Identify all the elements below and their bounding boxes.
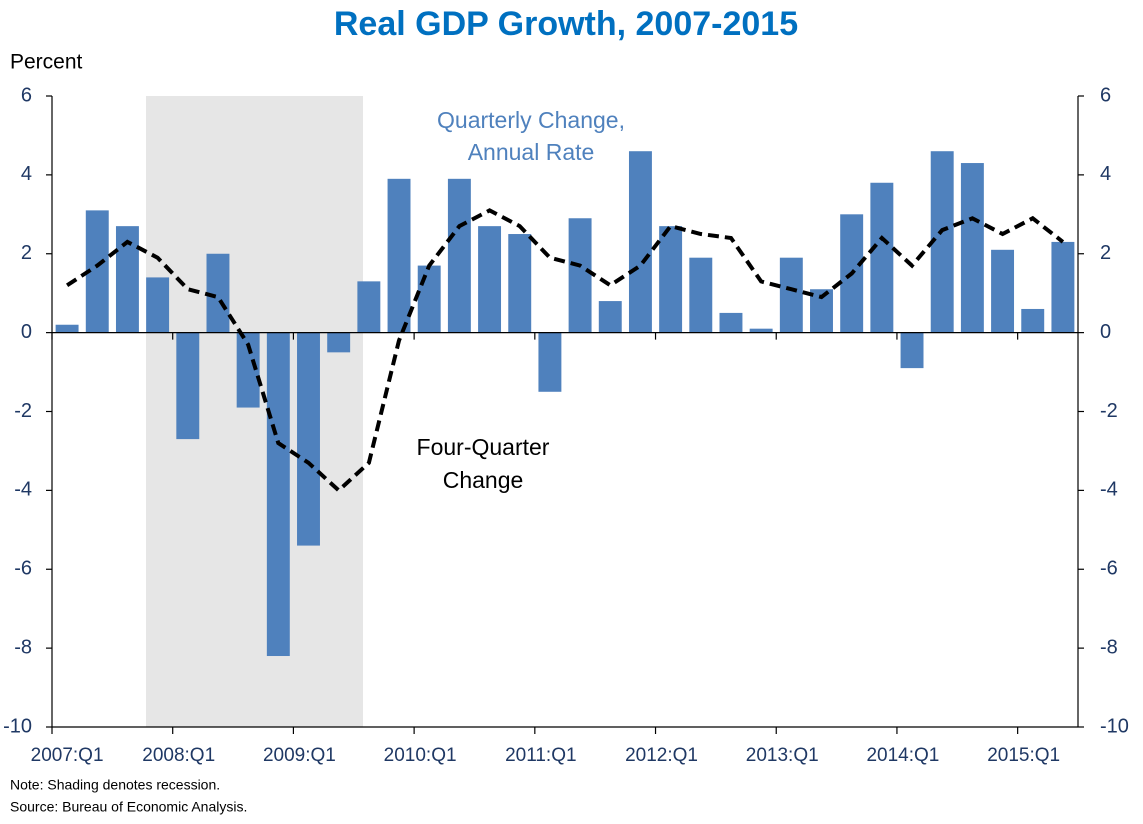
four-quarter-line <box>66 208 1065 494</box>
y-tick-label: -2 <box>14 400 32 422</box>
y-tick-label: 4 <box>21 163 32 185</box>
y-tick-label: -4 <box>14 479 32 501</box>
y2-tick-label: 6 <box>1100 84 1111 106</box>
bar <box>327 332 351 353</box>
bar <box>417 265 441 333</box>
y-tick-label: 0 <box>21 321 32 343</box>
x-tick-label: 2012:Q1 <box>625 745 698 766</box>
bar <box>598 301 622 333</box>
y-tick-label: -6 <box>14 558 32 580</box>
bar <box>749 328 773 333</box>
bar <box>115 226 139 333</box>
x-tick-label: 2015:Q1 <box>987 745 1060 766</box>
y-axis-label: Percent <box>10 51 83 74</box>
bar <box>146 277 170 333</box>
series-label: Four-Quarter <box>417 434 550 460</box>
x-tick-label: 2010:Q1 <box>384 745 457 766</box>
bar <box>478 226 502 333</box>
bar <box>659 226 683 333</box>
bar <box>719 312 743 333</box>
bar <box>236 332 260 408</box>
bar <box>387 178 411 333</box>
x-tick-label: 2009:Q1 <box>263 745 336 766</box>
bar <box>447 178 471 333</box>
y2-tick-label: -8 <box>1100 636 1118 658</box>
y2-tick-label: 2 <box>1100 242 1111 264</box>
y-tick-label: 6 <box>21 84 32 106</box>
bar <box>176 332 200 440</box>
bar <box>628 151 652 333</box>
bar <box>266 332 290 657</box>
series-label: Quarterly Change, <box>437 107 625 133</box>
bar <box>357 281 381 333</box>
bar <box>297 332 320 546</box>
y2-tick-label: -2 <box>1100 400 1118 422</box>
note: Note: Shading denotes recession. <box>10 777 220 793</box>
chart-title: Real GDP Growth, 2007-2015 <box>334 5 798 43</box>
bar <box>55 324 79 333</box>
bar <box>1021 308 1045 333</box>
bar <box>779 257 803 333</box>
x-tick-label: 2014:Q1 <box>866 745 939 766</box>
bar <box>206 253 230 333</box>
bar <box>568 218 592 333</box>
bar <box>960 163 984 333</box>
x-tick-label: 2008:Q1 <box>142 745 215 766</box>
y2-tick-label: -4 <box>1100 479 1118 501</box>
y2-tick-label: -6 <box>1100 558 1118 580</box>
bar <box>991 249 1015 333</box>
bar <box>810 289 833 333</box>
x-tick-label: 2011:Q1 <box>505 745 576 766</box>
bar <box>1051 241 1075 333</box>
bar <box>900 332 924 369</box>
note: Source: Bureau of Economic Analysis. <box>10 799 247 815</box>
series-label: Annual Rate <box>468 139 595 165</box>
bar <box>85 210 109 333</box>
x-tick-label: 2007:Q1 <box>31 745 104 766</box>
bar <box>689 257 713 333</box>
series-label: Change <box>443 467 524 493</box>
bar <box>538 332 562 392</box>
bar <box>930 151 954 333</box>
y-tick-label: -10 <box>3 715 32 737</box>
y-tick-label: 2 <box>21 242 32 264</box>
y-tick-label: -8 <box>14 636 32 658</box>
y2-tick-label: -10 <box>1100 715 1129 737</box>
bar <box>508 234 532 333</box>
x-tick-label: 2013:Q1 <box>746 745 819 766</box>
y2-tick-label: 4 <box>1100 163 1111 185</box>
bar <box>870 182 894 333</box>
y2-tick-label: 0 <box>1100 321 1111 343</box>
